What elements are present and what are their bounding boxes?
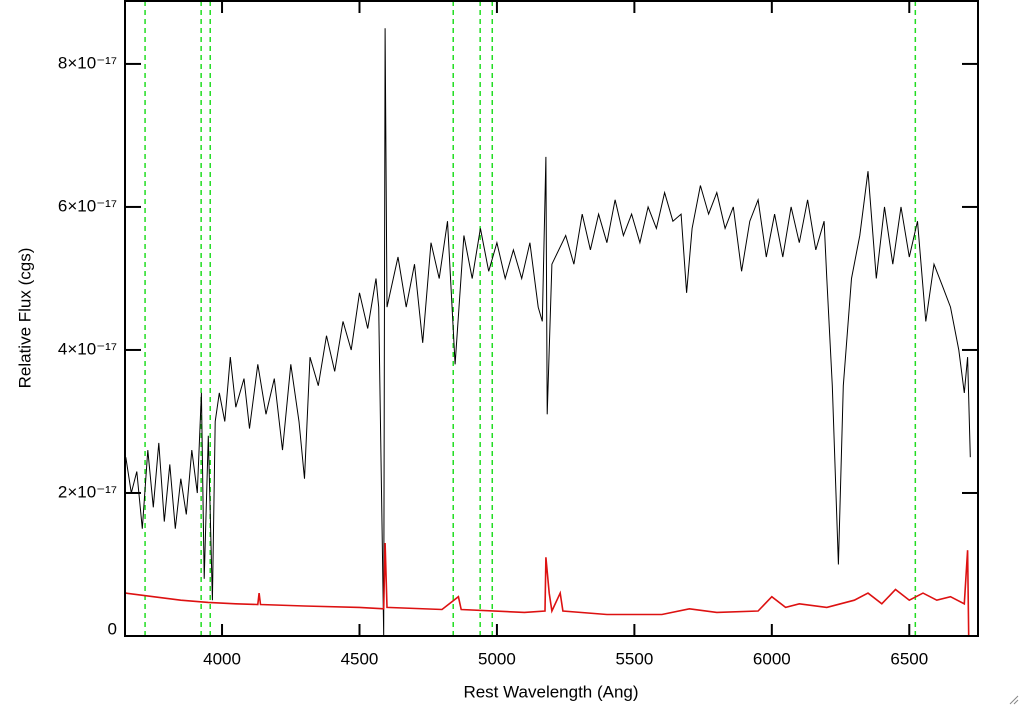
spectrum-line — [125, 28, 971, 636]
y-axis-label: Relative Flux (cgs) — [15, 248, 34, 389]
resize-grip — [1009, 695, 1019, 705]
plot-frame — [124, 0, 979, 637]
x-tick-label: 6500 — [890, 649, 928, 668]
y-tick-label: 0 — [108, 619, 117, 638]
x-axis-label: Rest Wavelength (Ang) — [463, 682, 638, 701]
spectrum-line — [125, 542, 970, 636]
y-tick-label: 2×10⁻¹⁷ — [58, 482, 117, 501]
x-tick-label: 4000 — [203, 649, 241, 668]
x-tick-label: 4500 — [341, 649, 379, 668]
x-tick-label: 5000 — [478, 649, 516, 668]
y-tick-label: 6×10⁻¹⁷ — [58, 196, 117, 215]
x-tick-label: 5500 — [615, 649, 653, 668]
y-tick-label: 8×10⁻¹⁷ — [58, 53, 117, 72]
x-tick-label: 6000 — [753, 649, 791, 668]
y-tick-label: 4×10⁻¹⁷ — [58, 339, 117, 358]
